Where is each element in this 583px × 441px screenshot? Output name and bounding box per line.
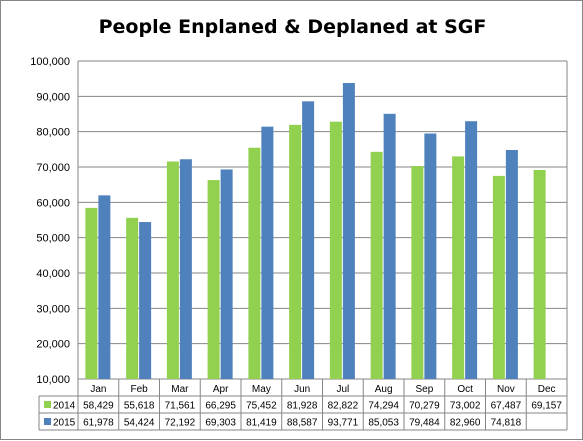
table-cell-2014-Mar: 71,561 — [165, 401, 196, 412]
table-cell-2014-Jun: 81,928 — [287, 401, 318, 412]
x-tick-label: Sep — [415, 384, 433, 395]
y-tick-label: 90,000 — [36, 91, 70, 103]
table-cell-2015-Jan: 61,978 — [83, 418, 114, 429]
legend-label-2014: 2014 — [53, 401, 76, 412]
bar-2014-Dec — [533, 169, 546, 379]
x-tick-label: Oct — [457, 384, 473, 395]
y-tick-label: 80,000 — [36, 127, 70, 139]
table-cell-2014-Sep: 70,279 — [409, 401, 440, 412]
bar-2015-May — [261, 126, 274, 380]
table-cell-2014-Jan: 58,429 — [83, 401, 114, 412]
bar-2015-Jan — [98, 195, 111, 379]
table-cell-2015-Jul: 93,771 — [328, 418, 359, 429]
y-tick-label: 30,000 — [36, 303, 70, 315]
x-tick-label: Jan — [90, 384, 106, 395]
table-cell-2015-Mar: 72,192 — [165, 418, 196, 429]
bar-2014-Feb — [126, 217, 139, 379]
x-tick-label: Aug — [375, 384, 393, 395]
y-tick-label: 40,000 — [36, 268, 70, 280]
table-cell-2014-Jul: 82,822 — [328, 401, 359, 412]
table-cell-2014-Feb: 55,618 — [124, 401, 155, 412]
bar-2015-Aug — [383, 113, 396, 379]
bar-2015-Feb — [139, 222, 152, 379]
bar-2014-Aug — [370, 151, 383, 379]
table-cell-2015-Sep: 79,484 — [409, 418, 440, 429]
table-cell-2014-Dec: 69,157 — [531, 401, 562, 412]
x-tick-label: Jul — [336, 384, 349, 395]
legend-label-2015: 2015 — [53, 418, 76, 429]
y-tick-label: 60,000 — [36, 197, 70, 209]
bar-2014-Sep — [411, 166, 424, 379]
x-tick-label: Dec — [538, 384, 556, 395]
table-cell-2015-Aug: 85,053 — [368, 418, 399, 429]
y-tick-label: 20,000 — [36, 339, 70, 351]
x-tick-label: May — [252, 384, 271, 395]
table-cell-2015-Jun: 88,587 — [287, 418, 318, 429]
table-cell-2015-Nov: 74,818 — [491, 418, 522, 429]
bar-2014-Nov — [492, 175, 505, 379]
bar-2014-Mar — [166, 161, 179, 379]
y-tick-label: 100,000 — [30, 56, 70, 68]
y-tick-label: 50,000 — [36, 233, 70, 245]
x-tick-label: Feb — [131, 384, 149, 395]
table-cell-2014-Aug: 74,294 — [368, 401, 399, 412]
y-tick-label: 70,000 — [36, 162, 70, 174]
table-cell-2015-Oct: 82,960 — [450, 418, 481, 429]
table-cell-2015-May: 81,419 — [246, 418, 277, 429]
bar-2015-Apr — [220, 169, 233, 379]
legend-key-2015 — [44, 418, 51, 425]
bar-2015-Oct — [465, 121, 478, 379]
bar-2015-Mar — [179, 159, 192, 379]
x-tick-label: Mar — [171, 384, 189, 395]
x-tick-label: Apr — [213, 384, 229, 395]
bar-2015-Jun — [302, 101, 315, 380]
bar-2014-Oct — [452, 156, 465, 379]
y-tick-label: 10,000 — [36, 374, 70, 386]
bar-2015-Nov — [505, 149, 518, 379]
bar-2015-Jul — [342, 83, 355, 380]
bar-2014-Jan — [85, 207, 98, 379]
table-cell-2015-Apr: 69,303 — [205, 418, 236, 429]
bar-2014-Jun — [289, 124, 302, 379]
table-cell-2014-Apr: 66,295 — [205, 401, 236, 412]
table-cell-2014-May: 75,452 — [246, 401, 277, 412]
bar-2014-May — [248, 147, 261, 379]
x-tick-label: Jun — [294, 384, 310, 395]
bar-2014-Apr — [207, 180, 220, 379]
x-tick-label: Nov — [497, 384, 515, 395]
chart-title: People Enplaned & Deplaned at SGF — [98, 16, 487, 38]
table-cell-2014-Oct: 73,002 — [450, 401, 481, 412]
table-cell-2014-Nov: 67,487 — [491, 401, 522, 412]
bar-2014-Jul — [329, 121, 342, 379]
bar-2015-Sep — [424, 133, 437, 379]
legend-key-2014 — [44, 401, 51, 408]
table-cell-2015-Feb: 54,424 — [124, 418, 155, 429]
